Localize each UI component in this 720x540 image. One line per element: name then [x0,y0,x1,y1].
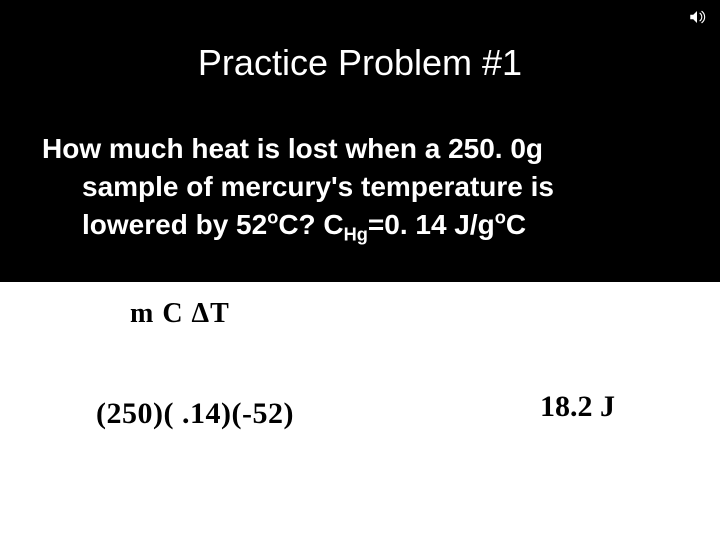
audio-icon [688,8,706,26]
degree-sup-2: o [495,207,506,227]
handwritten-calculation: (250)( .14)(-52) [96,397,294,431]
question-line-2: sample of mercury's temperature is [82,171,554,202]
hg-sub: Hg [344,224,368,244]
degree-sup-1: o [267,207,278,227]
problem-question: How much heat is lost when a 250. 0g sam… [0,84,720,243]
question-line-3a: lowered by 52 [82,209,267,240]
question-line-3d: C [506,209,526,240]
slide-title: Practice Problem #1 [0,0,720,84]
question-line-3c: =0. 14 J/g [368,209,495,240]
question-line-3b: C? C [278,209,343,240]
handwritten-formula: m C ΔT [130,298,230,330]
work-whiteboard: m C ΔT (250)( .14)(-52) 18.2 J [0,282,720,540]
question-line-1: How much heat is lost when a 250. 0g [42,133,543,164]
handwritten-result: 18.2 J [540,390,615,424]
